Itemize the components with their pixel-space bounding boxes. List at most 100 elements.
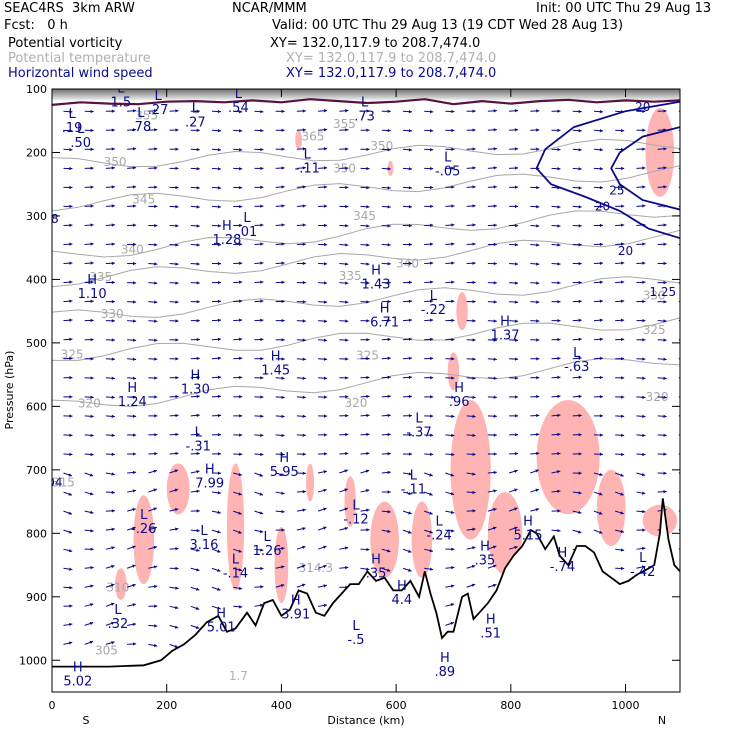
wind-arrow-head	[642, 395, 646, 399]
wind-arrow-head	[68, 641, 73, 645]
pv-high-marker: H5.95	[270, 451, 299, 480]
wind-arrow-head	[260, 223, 264, 227]
wind-arrow-head	[217, 128, 221, 133]
marker-value: -.14	[223, 566, 248, 581]
wind-arrow-head	[111, 472, 115, 476]
wind-arrow-head	[302, 545, 306, 549]
wind-arrow-head	[302, 414, 306, 418]
wind-arrow-head	[174, 507, 179, 512]
wind-arrow-head	[174, 625, 179, 629]
contour-label: 25	[609, 184, 624, 198]
wind-arrow-head	[301, 583, 306, 587]
wind-arrow-head	[69, 299, 73, 303]
wind-arrow-head	[260, 166, 264, 171]
wind-arrow-head	[578, 261, 582, 266]
wind-arrow-head	[69, 147, 73, 152]
x-tick-label: 800	[500, 699, 521, 712]
pv-high-marker: H5.15	[514, 514, 543, 543]
marker-value: 1.26	[253, 544, 282, 559]
wind-arrow-head	[217, 318, 221, 323]
wind-arrow-head	[153, 643, 158, 648]
wind-speed-contour	[535, 100, 680, 240]
wind-arrow-head	[302, 433, 306, 437]
wind-arrow-head	[196, 300, 200, 304]
wind-arrow-head	[641, 565, 646, 569]
wind-arrow-head	[281, 109, 285, 114]
wind-arrow-head	[324, 223, 328, 228]
wind-arrow-head	[196, 413, 200, 418]
wind-arrow-head	[323, 128, 328, 132]
wind-arrow-head	[302, 128, 306, 132]
wind-arrow-head	[175, 338, 179, 342]
wind-arrow-head	[154, 376, 158, 380]
marker-kind: L	[415, 411, 423, 426]
wind-arrow-head	[175, 376, 179, 380]
wind-arrow-head	[239, 167, 243, 171]
wind-arrow-head	[451, 565, 455, 570]
wind-arrow-head	[472, 223, 476, 227]
wind-arrow-head	[663, 166, 667, 170]
x-tick-label: 1000	[612, 699, 640, 712]
pv-low-marker: L-.12	[343, 498, 368, 527]
wind-arrow-head	[685, 433, 688, 436]
marker-value: 1.37	[491, 328, 520, 343]
pv-high-marker: H.51	[480, 613, 501, 642]
theta-contour	[52, 357, 680, 408]
wind-arrow-head	[239, 280, 243, 284]
wind-arrow-head	[323, 204, 328, 208]
wind-arrow-head	[429, 548, 433, 553]
wind-arrow-head	[387, 394, 391, 399]
wind-arrow-head	[365, 469, 370, 473]
wind-arrow-head	[621, 376, 625, 380]
marker-kind: L	[77, 122, 85, 137]
wind-arrow-head	[132, 526, 136, 530]
theta-label: 325	[61, 347, 84, 361]
wind-arrow-head	[89, 621, 94, 626]
wind-arrow-head	[175, 243, 179, 247]
wind-arrow-head	[90, 584, 94, 588]
wind-arrow-head	[110, 621, 115, 626]
marker-kind: L	[192, 102, 200, 117]
wind-arrow-head	[196, 470, 200, 474]
marker-value: .54	[228, 101, 249, 116]
wind-arrow-head	[642, 204, 646, 208]
wind-arrow-head	[472, 204, 476, 208]
pv-high-marker: H7.99	[195, 462, 224, 491]
wind-arrow-head	[429, 318, 434, 322]
wind-arrow-head	[259, 511, 264, 515]
wind-arrow-head	[132, 583, 136, 588]
pv-shade-region	[645, 108, 675, 197]
wind-arrow-head	[345, 128, 349, 132]
wind-arrow-head	[450, 621, 454, 626]
wind-arrow-head	[578, 299, 582, 304]
wind-arrow-head	[175, 147, 179, 151]
wind-arrow-head	[471, 564, 476, 569]
wind-arrow-head	[366, 300, 370, 304]
wind-arrow-head	[90, 147, 94, 152]
wind-arrow-head	[493, 395, 497, 399]
wind-arrow-head	[514, 507, 518, 511]
marker-kind: L	[114, 603, 122, 618]
wind-arrow-head	[599, 299, 603, 303]
wind-arrow-head	[408, 205, 412, 209]
wind-arrow-head	[685, 128, 688, 131]
marker-kind: L	[352, 619, 360, 634]
marker-value: .35	[366, 566, 387, 581]
wind-arrow-head	[238, 549, 242, 553]
pv-low-marker: L3.16	[190, 524, 219, 553]
wind-arrow-head	[323, 526, 327, 530]
wind-arrow-head	[196, 281, 200, 285]
wind-arrow-head	[663, 280, 667, 285]
wind-arrow-head	[90, 566, 94, 570]
pv-shade-region	[166, 463, 190, 515]
wind-arrow-head	[153, 526, 157, 530]
wind-arrow-head	[345, 204, 349, 209]
wind-arrow-head	[685, 395, 688, 398]
theta-label: 315	[52, 476, 75, 490]
wind-arrow-head	[239, 605, 243, 609]
wind-arrow-head	[69, 375, 73, 380]
wind-arrow-head	[557, 432, 561, 437]
wind-arrow-head	[408, 318, 412, 322]
wind-arrow-head	[387, 205, 391, 209]
wind-arrow-head	[90, 261, 94, 265]
